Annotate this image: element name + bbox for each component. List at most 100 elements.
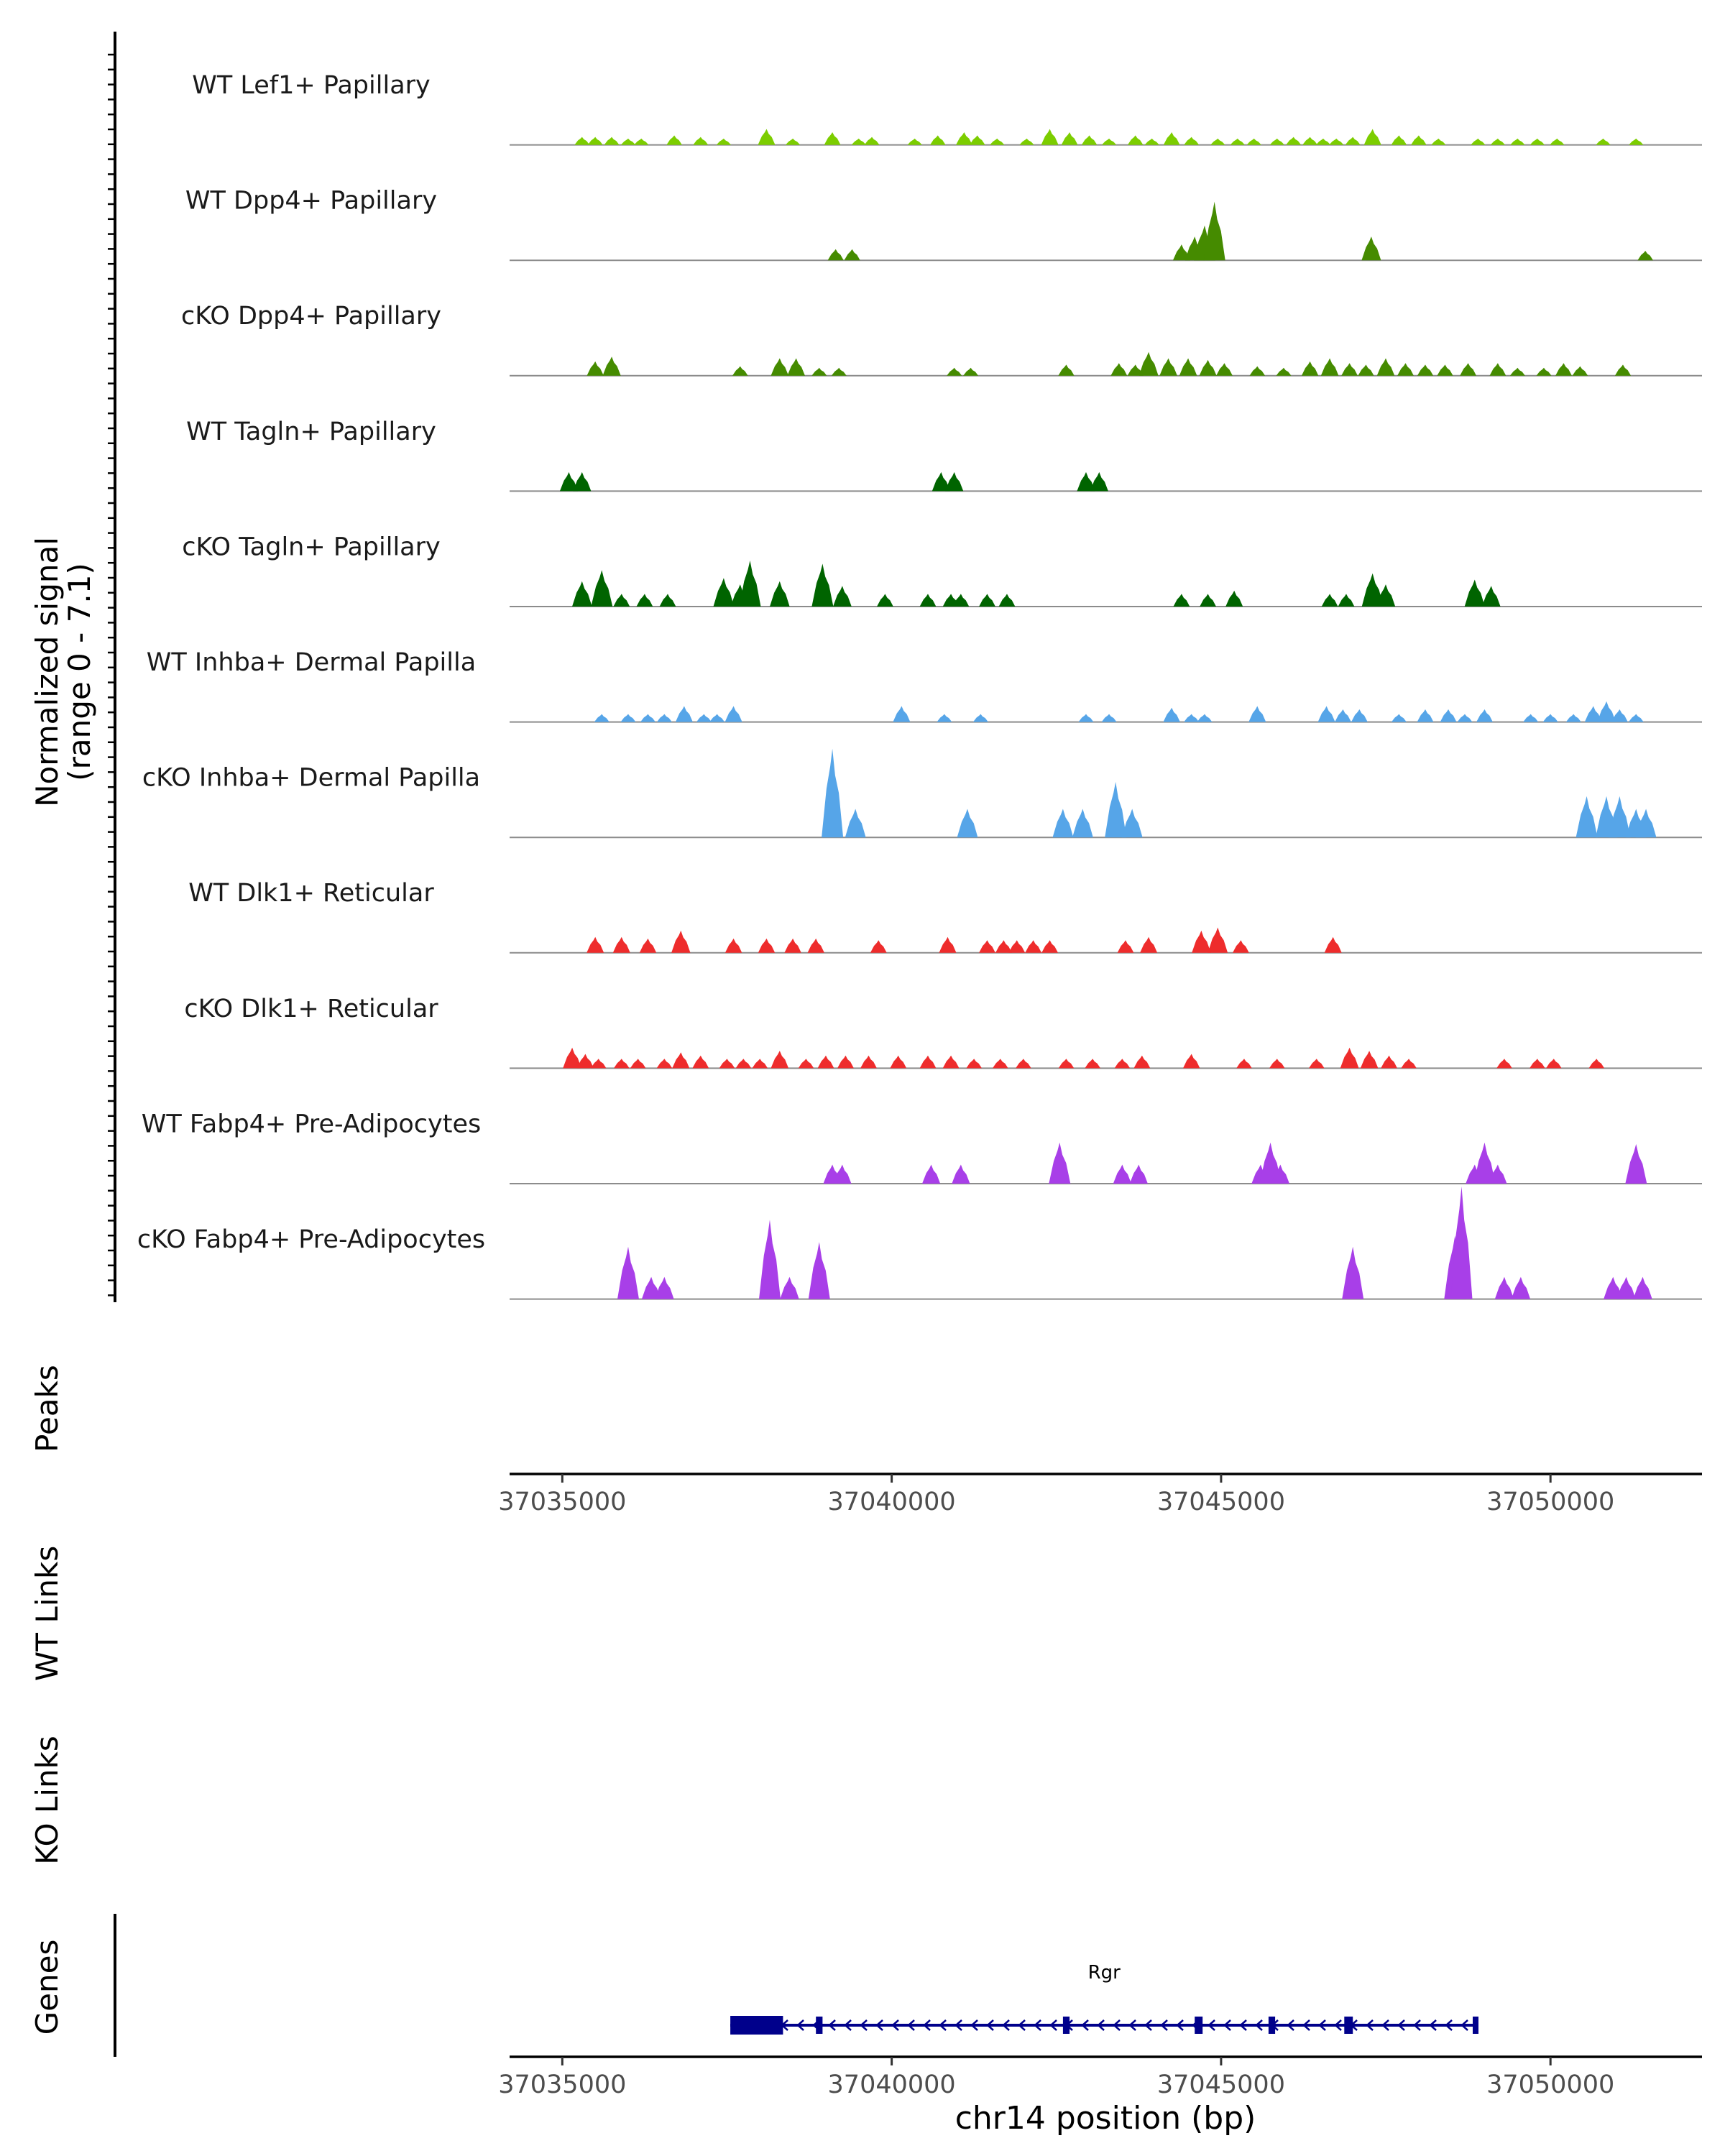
coverage-peak	[1105, 782, 1127, 838]
gene-strand-chevron	[986, 2019, 994, 2031]
peaks-x-tick-label: 37045000	[1157, 1488, 1285, 1516]
peaks-x-tick-label: 37050000	[1486, 1488, 1614, 1516]
coverage-peak	[1397, 363, 1414, 376]
track-label: cKO Tagln+ Papillary	[182, 533, 441, 561]
coverage-peak	[1576, 796, 1598, 838]
gene-strand-chevron	[1318, 2019, 1326, 2031]
coverage-peak	[890, 1055, 907, 1069]
track-label: WT Dpp4+ Papillary	[185, 187, 437, 216]
coverage-peak	[1199, 359, 1217, 376]
coverage-peak	[1041, 940, 1058, 953]
coverage-peak	[1302, 137, 1318, 145]
gene-strand-chevron	[970, 2019, 978, 2031]
coverage-peak	[937, 714, 952, 722]
peaks-track-label: Peaks	[29, 1365, 65, 1452]
gene-strand-chevron	[891, 2019, 899, 2031]
gene-exon	[1268, 2017, 1276, 2034]
coverage-peak	[1411, 135, 1427, 145]
coverage-peak	[1555, 363, 1572, 376]
coverage-peak	[591, 570, 613, 607]
coverage-peak	[1629, 138, 1644, 145]
track-label: cKO Dpp4+ Papillary	[181, 302, 441, 331]
gene-strand-chevron	[1176, 2019, 1184, 2031]
coverage-peak	[675, 706, 693, 722]
genes-track-label: Genes	[29, 1940, 65, 2035]
coverage-peak	[1341, 363, 1358, 376]
peaks-x-axis-ticks: 37035000 37040000 37045000 37050000	[498, 1474, 1614, 1516]
coverage-peak	[1208, 927, 1228, 953]
coverage-peak	[576, 1054, 594, 1069]
gene-strand-chevron	[796, 2019, 804, 2031]
gene-exon	[1344, 2017, 1353, 2034]
coverage-peak	[1489, 1164, 1507, 1184]
coverage-peak	[1117, 940, 1134, 953]
coverage-peak	[1138, 351, 1159, 376]
coverage-peak	[586, 936, 604, 953]
coverage-peak	[1127, 364, 1144, 376]
coverage-y-ticks	[108, 53, 115, 1296]
coverage-peak	[1078, 714, 1094, 722]
coverage-peak	[963, 367, 979, 376]
coverage-peak	[1511, 1276, 1531, 1299]
coverage-peak	[1588, 1059, 1605, 1069]
coverage-peak	[808, 1242, 830, 1299]
coverage-peak	[1530, 1059, 1545, 1069]
coverage-peak	[1457, 714, 1473, 722]
coverage-peak	[945, 471, 964, 492]
coverage-peak	[1358, 364, 1374, 376]
coverage-peak	[1496, 1059, 1512, 1069]
coverage-peak	[758, 129, 776, 145]
gene-strand-chevron	[875, 2019, 883, 2031]
coverage-peak	[1494, 1276, 1514, 1299]
coverage-peak	[817, 1055, 834, 1069]
coverage-peak	[966, 1059, 982, 1069]
gene-strand-chevron	[907, 2019, 915, 2031]
gene-strand-chevron	[954, 2019, 962, 2031]
coverage-peak	[1324, 936, 1342, 953]
gene-strand-chevron	[1034, 2019, 1041, 2031]
coverage-peak	[574, 137, 590, 145]
gene-strand-chevron	[1239, 2019, 1247, 2031]
coverage-peak	[993, 1059, 1008, 1069]
gene-exon	[1473, 2017, 1478, 2034]
coverage-tracks: WT Lef1+ Papillary WT Dpp4+ Papillary cKO …	[137, 71, 1702, 1300]
coverage-peak	[1616, 1276, 1636, 1299]
coverage-peak	[939, 936, 957, 953]
coverage-peak	[893, 706, 911, 722]
coverage-peak	[1625, 1143, 1647, 1184]
gene-strand-chevron	[1081, 2019, 1089, 2031]
coverage-peak	[739, 561, 761, 607]
gene-strand-chevron	[1018, 2019, 1026, 2031]
coverage-peak	[1329, 138, 1344, 145]
coverage-track: cKO Dpp4+ Papillary	[181, 302, 1702, 377]
track-label: cKO Inhba+ Dermal Papilla	[142, 764, 480, 793]
ko-links-track-label: KO Links	[29, 1736, 65, 1865]
coverage-peak	[780, 1276, 799, 1299]
coverage-peak	[1481, 586, 1501, 607]
coverage-peak	[1025, 940, 1042, 953]
coverage-peak	[758, 938, 776, 953]
gene-strand-chevron	[1334, 2019, 1342, 2031]
coverage-peak	[822, 748, 844, 838]
coverage-peak	[1342, 1246, 1364, 1299]
coverage-peak	[1016, 1059, 1031, 1069]
gene-strand-chevron	[1445, 2019, 1453, 2031]
track-label: WT Dlk1+ Reticular	[188, 879, 434, 908]
coverage-peak	[952, 594, 970, 607]
coverage-peak	[1345, 137, 1361, 145]
coverage-track: WT Dlk1+ Reticular	[188, 879, 1702, 954]
coverage-peak	[1183, 1054, 1200, 1069]
coverage-peak	[860, 1055, 877, 1069]
coverage-peak	[559, 471, 579, 492]
coverage-peak	[952, 1164, 970, 1184]
coverage-peak	[831, 367, 847, 376]
coverage-peak	[1113, 1164, 1131, 1184]
coverage-peak	[877, 594, 893, 607]
gene-strand-chevron	[1287, 2019, 1294, 2031]
gene-strand-chevron	[1049, 2019, 1057, 2031]
coverage-peak	[811, 563, 834, 607]
y-axis-title-line2: (range 0 - 7.1)	[62, 563, 97, 781]
coverage-peak	[870, 940, 887, 953]
coverage-peak	[1192, 930, 1211, 953]
gene-strand-chevron	[1223, 2019, 1231, 2031]
